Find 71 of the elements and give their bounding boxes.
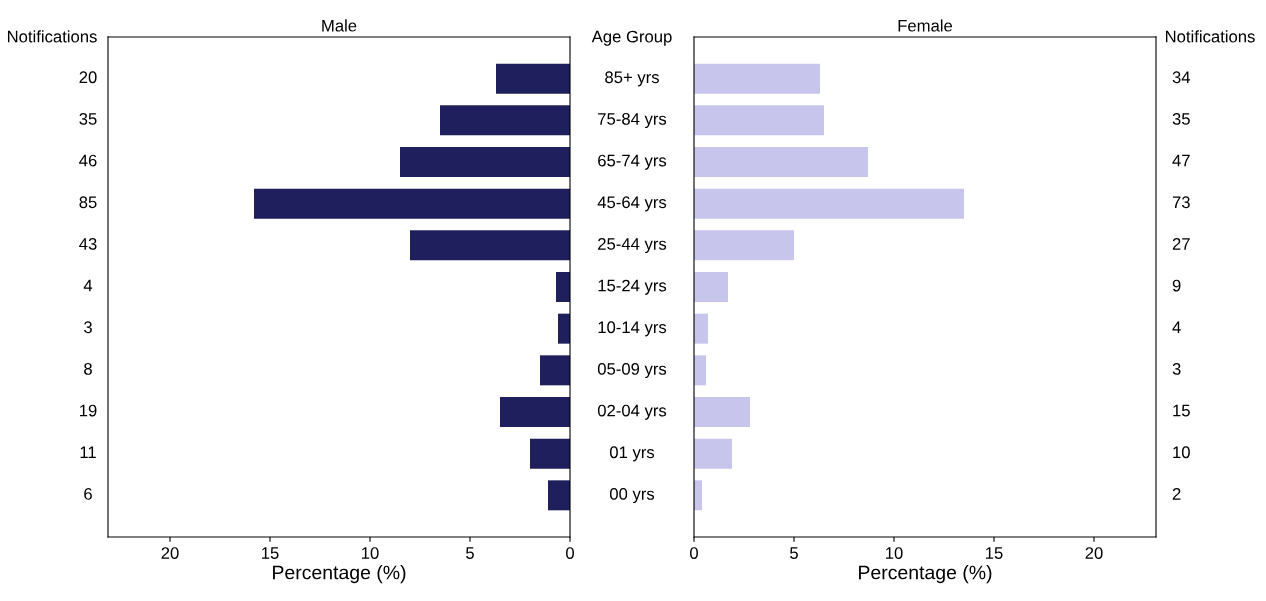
y2-tick-label: 19 [80,404,97,417]
bar [530,438,570,469]
y-tick-label: 01 yrs [609,446,655,462]
y2-tick-label: 6 [84,488,92,500]
bar [540,355,570,386]
bar [440,105,570,136]
bar [254,188,570,219]
x-tick-label: 5 [790,547,798,559]
y2-tick-label: 85 [79,196,97,209]
y2-tick-label: 2 [1172,488,1181,500]
bar [500,397,570,427]
y-tick-label: 02-04 yrs [597,404,667,420]
y2-tick-label: 46 [79,154,97,167]
y-axis-title: Age Group [591,30,672,46]
y2-tick-label: 3 [84,321,92,334]
x-tick-label: 0 [690,547,698,559]
y2-tick-label: 73 [1172,196,1190,209]
bar [694,147,868,177]
bar [400,147,570,177]
bar [694,63,820,94]
y2-tick-label: 9 [1172,279,1181,292]
bar [694,355,706,386]
chart-title: Female [898,19,953,32]
y2-tick-label: 3 [1172,363,1181,375]
y-tick-label: 00 yrs [609,488,655,504]
y2-tick-label: 35 [79,113,97,125]
x-axis-title: Percentage (%) [273,565,406,584]
bar [694,188,964,219]
y2-tick-label: 20 [79,71,97,84]
bar [496,63,570,94]
bar [694,230,794,261]
y-tick-label: 85+ yrs [605,71,659,87]
y2-axis-title: Notifications [1165,30,1255,43]
x-tick-label: 15 [986,547,1003,559]
y2-tick-label: 11 [80,446,96,458]
y-tick-label: 25-44 yrs [598,238,667,254]
x-tick-label: 0 [566,547,574,559]
chart-title: Male [322,19,357,32]
bar [694,438,732,469]
x-tick-label: 5 [466,547,474,559]
y2-tick-label: 4 [83,279,93,292]
x-tick-label: 10 [362,547,379,559]
y2-tick-label: 8 [84,363,92,375]
y-tick-label: 65-74 yrs [598,154,667,170]
y-tick-label: 05-09 yrs [597,363,667,379]
y2-tick-label: 15 [1173,404,1190,417]
x-tick-label: 10 [886,547,903,559]
bar [558,313,570,344]
bar [410,230,570,261]
x-tick-label: 20 [1085,547,1103,559]
bar [556,272,570,302]
bar [694,397,750,427]
bar [548,480,570,511]
y2-tick-label: 43 [79,238,97,250]
y-tick-label: 15-24 yrs [598,279,667,295]
y2-tick-label: 10 [1173,446,1190,459]
y-tick-label: 45-64 yrs [597,196,667,212]
x-tick-label: 20 [161,547,179,559]
bar [694,105,824,136]
y2-axis-title: Notifications [7,30,97,43]
x-axis-title: Percentage (%) [859,565,992,584]
bar [694,272,728,302]
y-tick-label: 10-14 yrs [598,321,667,337]
y2-tick-label: 4 [1172,321,1181,333]
y2-tick-label: 34 [1172,71,1191,84]
x-tick-label: 15 [262,547,279,559]
y2-tick-label: 47 [1172,154,1190,167]
y-tick-label: 75-84 yrs [598,113,667,129]
y2-tick-label: 27 [1172,238,1190,250]
y2-tick-label: 35 [1172,113,1190,125]
bar [694,313,708,344]
